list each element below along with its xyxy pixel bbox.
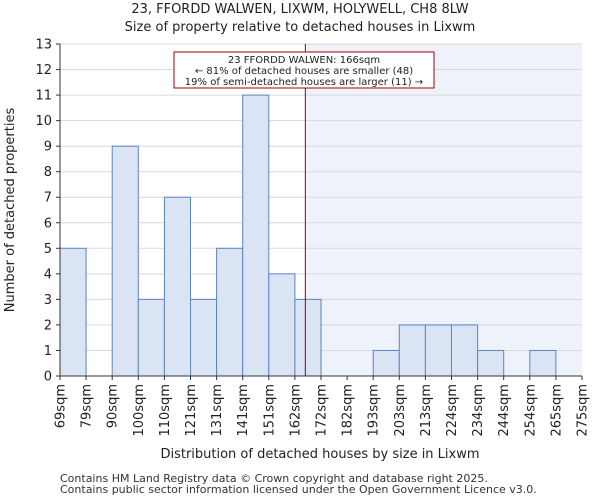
y-tick-label: 13 <box>35 38 52 53</box>
bar <box>59 247 87 377</box>
x-tick-label: 151sqm <box>262 384 277 437</box>
footer-line-2: Contains public sector information licen… <box>60 483 537 496</box>
x-axis-label: Distribution of detached houses by size … <box>160 447 479 462</box>
y-tick-label: 10 <box>35 114 52 129</box>
y-tick-label: 1 <box>44 344 52 359</box>
bar <box>242 94 270 377</box>
bar <box>163 196 191 377</box>
bar <box>372 349 400 377</box>
annotation-line-1: 23 FFORDD WALWEN: 166sqm <box>228 55 380 66</box>
x-tick-label: 79sqm <box>80 384 95 428</box>
annotation-line-2: ← 81% of detached houses are smaller (48… <box>195 66 413 77</box>
footer-line-1: Contains HM Land Registry data © Crown c… <box>60 472 488 485</box>
y-tick-label: 4 <box>44 267 52 282</box>
x-tick-label: 275sqm <box>576 384 591 437</box>
bar <box>268 273 296 377</box>
chart-title: 23, FFORDD WALWEN, LIXWM, HOLYWELL, CH8 … <box>131 2 469 17</box>
annotation-frame <box>173 51 435 89</box>
y-axis-label: Number of detached properties <box>3 108 18 313</box>
bar <box>111 145 139 377</box>
x-tick-label: 162sqm <box>288 384 303 437</box>
y-tick-label: 7 <box>44 191 52 206</box>
x-tick-label: 182sqm <box>341 384 356 437</box>
x-tick-label: 193sqm <box>367 384 382 437</box>
annotation-box: 23 FFORDD WALWEN: 166sqm← 81% of detache… <box>173 51 435 89</box>
x-tick-label: 90sqm <box>106 384 121 428</box>
x-tick-label: 141sqm <box>236 384 251 437</box>
bar <box>424 324 452 377</box>
grid-lines <box>60 43 582 377</box>
x-tick-labels: 69sqm 79sqm 90sqm 100sqm 110sqm 121sqm 131sqm 1… <box>54 376 591 437</box>
bar <box>190 298 218 377</box>
y-tick-label: 9 <box>44 140 52 155</box>
annotation-line-3: 19% of semi-detached houses are larger (… <box>185 77 423 88</box>
x-tick-label: 224sqm <box>445 384 460 437</box>
y-tick-label: 3 <box>44 293 52 308</box>
x-tick-label: 203sqm <box>393 384 408 437</box>
y-tick-label: 12 <box>35 63 52 78</box>
x-tick-label: 121sqm <box>184 384 199 437</box>
y-tick-label: 0 <box>44 370 52 385</box>
y-tick-label: 5 <box>44 242 52 257</box>
y-tick-label: 6 <box>44 216 52 231</box>
plot-background <box>305 44 582 376</box>
x-tick-label: 131sqm <box>210 384 225 437</box>
bar <box>294 298 322 377</box>
y-tick-label: 2 <box>44 318 52 333</box>
y-tick-label: 11 <box>35 89 52 104</box>
x-tick-label: 69sqm <box>54 384 69 428</box>
bar <box>216 247 244 377</box>
x-tick-label: 100sqm <box>132 384 147 437</box>
x-tick-label: 265sqm <box>549 384 564 437</box>
bar <box>398 324 426 377</box>
x-tick-label: 172sqm <box>315 384 330 437</box>
x-tick-label: 110sqm <box>158 384 173 437</box>
larger-region <box>305 44 582 376</box>
bar <box>529 349 557 377</box>
bar <box>137 298 165 377</box>
x-tick-label: 244sqm <box>497 384 512 437</box>
bar <box>451 324 479 377</box>
x-tick-label: 213sqm <box>419 384 434 437</box>
bars <box>59 94 557 377</box>
x-tick-label: 254sqm <box>523 384 538 437</box>
x-tick-label: 234sqm <box>471 384 486 437</box>
y-tick-label: 8 <box>44 165 52 180</box>
bar <box>477 349 505 377</box>
chart-subtitle: Size of property relative to detached ho… <box>124 20 476 35</box>
